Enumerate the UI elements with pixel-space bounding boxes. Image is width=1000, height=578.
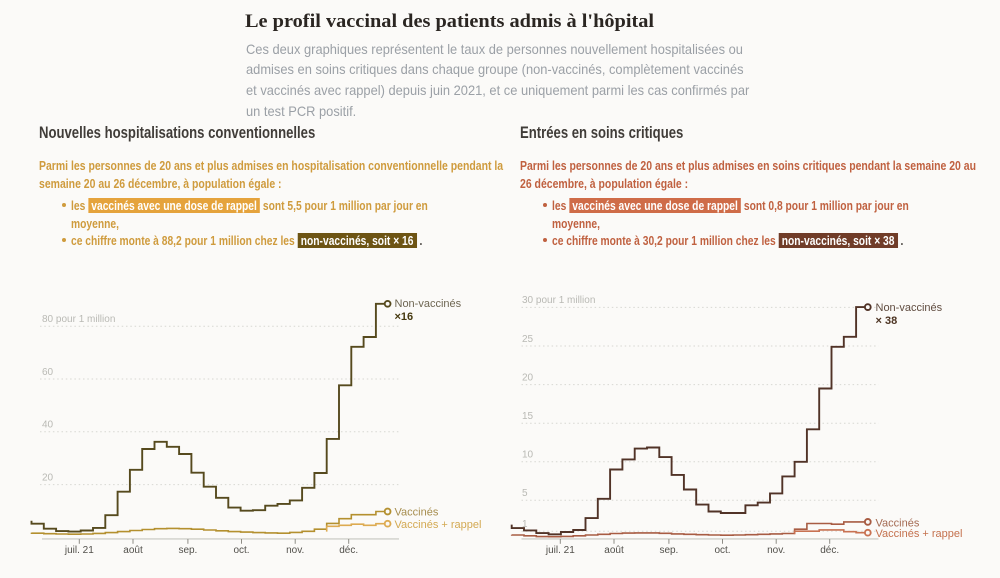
svg-text:20: 20 (42, 472, 54, 483)
svg-text:août: août (604, 545, 624, 556)
svg-text:sep.: sep. (178, 545, 197, 556)
svg-text:déc.: déc. (339, 545, 358, 556)
svg-text:× 38: × 38 (876, 315, 898, 327)
svg-text:30 pour 1 million: 30 pour 1 million (522, 295, 595, 306)
svg-text:nov.: nov. (767, 545, 785, 556)
svg-text:nov.: nov. (286, 545, 304, 556)
svg-text:déc.: déc. (820, 545, 839, 556)
svg-text:oct.: oct. (233, 545, 249, 556)
svg-text:Vaccinés + rappel: Vaccinés + rappel (395, 519, 482, 531)
svg-text:1: 1 (522, 519, 528, 530)
svg-text:20: 20 (522, 372, 534, 383)
svg-text:×16: ×16 (395, 311, 414, 323)
svg-text:25: 25 (522, 334, 534, 345)
svg-text:Vaccinés: Vaccinés (395, 507, 439, 519)
svg-text:5: 5 (522, 488, 528, 499)
svg-text:15: 15 (522, 411, 534, 422)
svg-text:août: août (123, 545, 143, 556)
svg-text:Vaccinés: Vaccinés (876, 518, 920, 530)
svg-text:juil. 21: juil. 21 (64, 545, 94, 556)
svg-text:80 pour 1 million: 80 pour 1 million (42, 314, 115, 325)
svg-text:Non-vaccinés: Non-vaccinés (395, 298, 462, 310)
svg-text:10: 10 (522, 450, 534, 461)
svg-text:Non-vaccinés: Non-vaccinés (876, 302, 943, 314)
svg-text:Vaccinés + rappel: Vaccinés + rappel (876, 528, 963, 540)
svg-text:40: 40 (42, 420, 54, 431)
svg-text:juil. 21: juil. 21 (545, 545, 575, 556)
svg-text:sep.: sep. (659, 545, 678, 556)
svg-text:oct.: oct. (714, 545, 730, 556)
svg-text:60: 60 (42, 367, 54, 378)
